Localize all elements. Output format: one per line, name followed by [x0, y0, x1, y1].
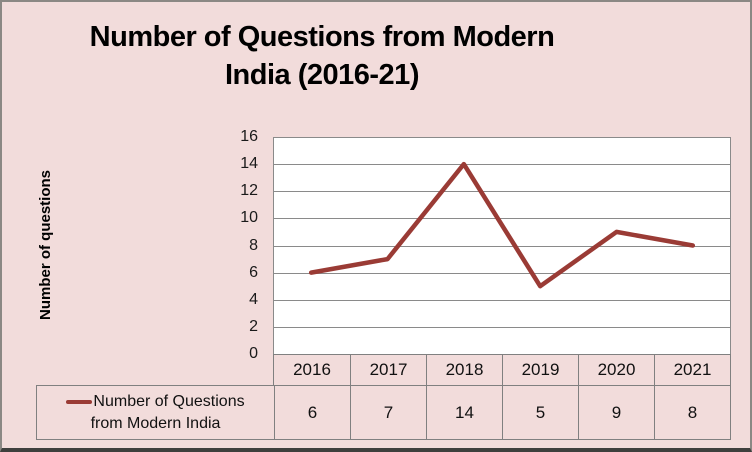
y-tick-label: 0 — [249, 345, 258, 362]
data-value-cell: 6 — [274, 386, 350, 439]
x-category-cell: 2020 — [578, 355, 654, 385]
legend-line-swatch-icon — [66, 399, 93, 404]
chart-title-line2: India (2016-21) — [225, 59, 419, 91]
y-tick-label: 4 — [249, 290, 258, 308]
legend-entry: Number of Questions — [66, 391, 245, 413]
x-category-cell: 2018 — [426, 355, 502, 385]
y-tick-label: 14 — [240, 155, 258, 173]
y-tick-label: 2 — [249, 317, 258, 335]
data-value-cell: 14 — [426, 386, 502, 439]
data-series-line — [308, 161, 696, 289]
x-axis-category-row: 2016 2017 2018 2019 2020 2021 — [273, 354, 731, 385]
x-category-cell: 2017 — [350, 355, 426, 385]
chart-title-line1: Number of Questions from Modern — [89, 21, 555, 53]
x-category-cell: 2019 — [502, 355, 578, 385]
y-tick-label: 6 — [249, 263, 258, 281]
legend-label-line1: Number of Questions — [93, 392, 245, 410]
legend-label-line2: from Modern India — [90, 414, 221, 432]
plot-background — [273, 137, 731, 354]
legend-cell: Number of Questions from Modern India — [37, 386, 274, 439]
data-value-cell: 5 — [502, 386, 578, 439]
plot-area — [273, 137, 731, 354]
x-category-cell: 2021 — [654, 355, 730, 385]
chart-title: Number of Questions from Modern India (2… — [2, 18, 642, 94]
data-value-cell: 7 — [350, 386, 426, 439]
data-value-cell: 9 — [578, 386, 654, 439]
y-tick-label: 10 — [240, 209, 258, 227]
x-category-cell: 2016 — [274, 355, 350, 385]
y-tick-label: 8 — [249, 236, 258, 254]
y-axis-title: Number of questions — [37, 170, 54, 321]
y-tick-label: 12 — [240, 182, 258, 200]
y-tick-label: 16 — [240, 128, 258, 145]
data-value-cell: 8 — [654, 386, 730, 439]
